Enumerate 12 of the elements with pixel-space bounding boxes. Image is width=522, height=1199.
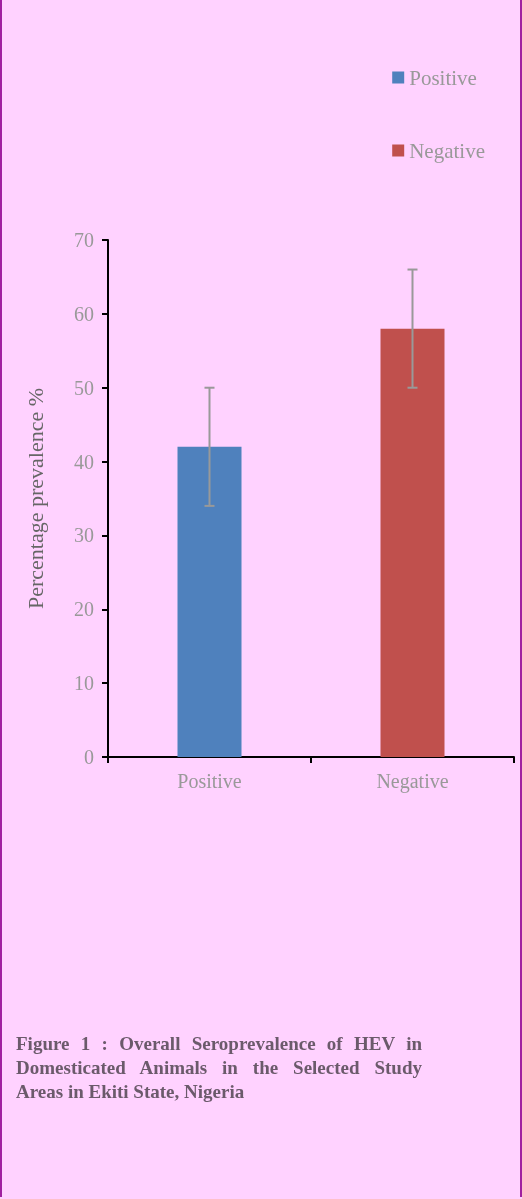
y-tick-label: 60 [74, 302, 94, 325]
y-tick-label: 0 [84, 746, 94, 768]
y-tick-label: 30 [74, 524, 94, 547]
y-axis-title: Percentage prevalence % [22, 387, 48, 610]
y-tick-label: 10 [74, 672, 94, 695]
y-tick-label: 50 [74, 376, 94, 399]
legend-label: Negative [409, 138, 485, 163]
caption: Figure 1 : Overall Seroprevalence of HEV in Domesticated Animals in the Selected Study Areas in Ekiti State, Nigeria [16, 1032, 422, 1104]
legend-label: Positive [409, 65, 477, 90]
y-tick-label: 40 [74, 450, 94, 473]
y-tick-label: 70 [74, 229, 94, 251]
y-tick-label: 20 [74, 598, 94, 621]
